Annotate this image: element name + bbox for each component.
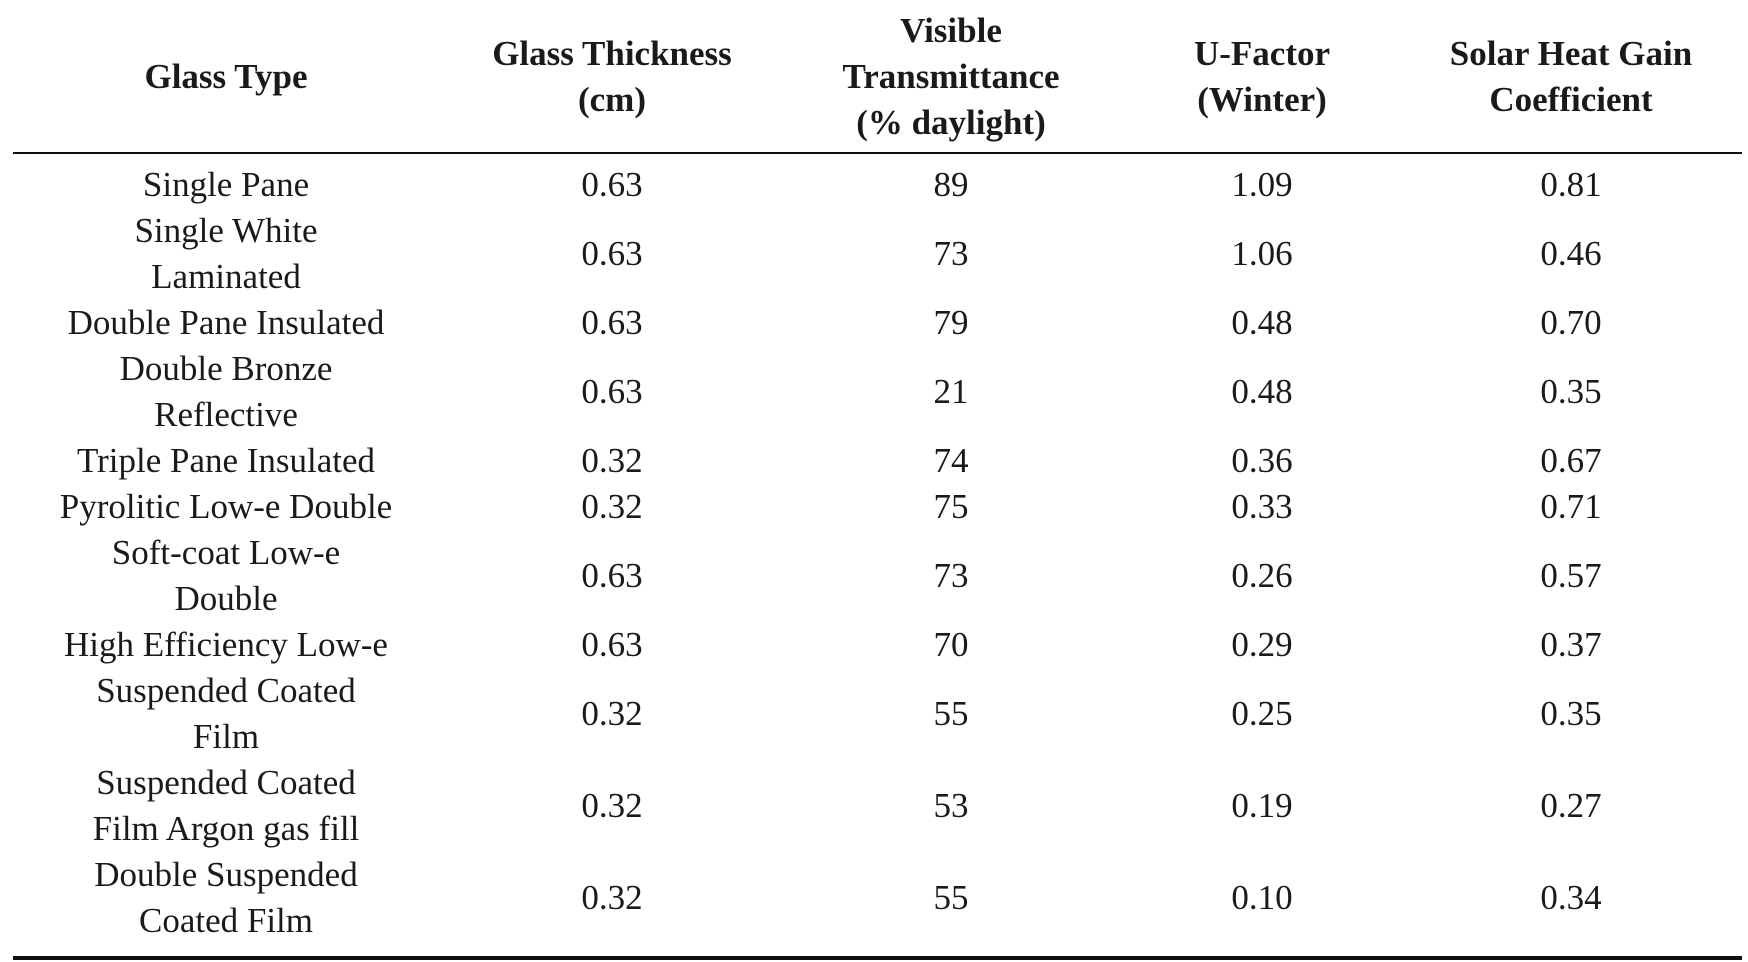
header-row: Glass Type Glass Thickness (cm) Visible Tr… [0,0,1748,153]
table-row: Soft-coat Low-e Double 0.63 73 0.26 0.57 [0,530,1748,622]
value-cell: 1.09 [1231,165,1293,204]
glass-type-cell: Double Pane Insulated [67,303,385,342]
value-cell: 1.06 [1231,234,1293,273]
value-cell: 0.37 [1540,625,1602,664]
value-cell: 0.34 [1540,878,1602,917]
value-cell: 0.63 [581,303,643,342]
glass-type-cell: Single White Laminated [134,211,318,296]
table-row: Suspended Coated Film Argon gas fill 0.32… [0,760,1748,852]
value-cell: 0.63 [581,165,643,204]
glass-type-cell: Triple Pane Insulated [76,441,376,480]
value-cell: 0.70 [1540,303,1602,342]
table-row: Double Suspended Coated Film 0.32 55 0.10 0.… [0,852,1748,944]
value-cell: 0.36 [1231,441,1293,480]
table-row: Double Bronze Reflective 0.63 21 0.48 0.35 [0,346,1748,438]
value-cell: 0.10 [1231,878,1293,917]
column-header: Glass Thickness (cm) [492,33,732,119]
value-cell: 55 [933,878,969,917]
value-cell: 0.81 [1540,165,1602,204]
glass-type-cell: Single Pane [142,165,310,204]
value-cell: 0.32 [581,487,643,526]
value-cell: 0.25 [1231,694,1293,733]
glass-type-cell: High Efficiency Low-e [64,625,388,664]
glass-type-cell: Pyrolitic Low-e Double [59,487,393,526]
value-cell: 0.48 [1231,303,1293,342]
value-cell: 0.32 [581,694,643,733]
glass-type-cell: Double Suspended Coated Film [94,855,358,940]
table-row: Double Pane Insulated 0.63 79 0.48 0.70 [0,300,1748,346]
value-cell: 0.29 [1231,625,1293,664]
value-cell: 0.48 [1231,372,1293,411]
value-cell: 0.57 [1540,556,1602,595]
value-cell: 55 [933,694,969,733]
value-cell: 73 [933,556,969,595]
value-cell: 89 [933,165,969,204]
column-header: U-Factor (Winter) [1193,33,1331,119]
value-cell: 75 [933,487,969,526]
table-row: Single Pane 0.63 89 1.09 0.81 [0,153,1748,208]
value-cell: 0.63 [581,625,643,664]
glass-type-cell: Soft-coat Low-e Double [111,533,341,618]
glass-type-cell: Suspended Coated Film [96,671,356,756]
column-header: Visible Transmittance (% daylight) [842,10,1060,142]
value-cell: 70 [933,625,969,664]
column-header: Glass Type [144,56,308,96]
table-row: Triple Pane Insulated 0.32 74 0.36 0.67 [0,438,1748,484]
value-cell: 0.35 [1540,694,1602,733]
column-header: Solar Heat Gain Coefficient [1449,33,1693,119]
value-cell: 0.32 [581,878,643,917]
bottom-rule [13,956,1742,960]
value-cell: 0.26 [1231,556,1293,595]
value-cell: 0.71 [1540,487,1602,526]
value-cell: 0.35 [1540,372,1602,411]
value-cell: 79 [933,303,969,342]
value-cell: 0.63 [581,556,643,595]
value-cell: 21 [933,372,969,411]
table-row: High Efficiency Low-e 0.63 70 0.29 0.37 [0,622,1748,668]
value-cell: 74 [933,441,969,480]
value-cell: 0.33 [1231,487,1293,526]
value-cell: 0.19 [1231,786,1293,825]
glass-type-cell: Suspended Coated Film Argon gas fill [92,763,360,848]
table-row: Pyrolitic Low-e Double 0.32 75 0.33 0.71 [0,484,1748,530]
value-cell: 0.32 [581,441,643,480]
value-cell: 73 [933,234,969,273]
value-cell: 0.63 [581,234,643,273]
value-cell: 53 [933,786,969,825]
value-cell: 0.46 [1540,234,1602,273]
value-cell: 0.63 [581,372,643,411]
table-body: Single Pane 0.63 89 1.09 0.81 Single White La… [0,153,1748,944]
glass-type-cell: Double Bronze Reflective [119,349,333,434]
header-rule [13,152,1742,154]
value-cell: 0.67 [1540,441,1602,480]
value-cell: 0.32 [581,786,643,825]
table-row: Suspended Coated Film 0.32 55 0.25 0.35 [0,668,1748,760]
table-row: Single White Laminated 0.63 73 1.06 0.46 [0,208,1748,300]
value-cell: 0.27 [1540,786,1602,825]
